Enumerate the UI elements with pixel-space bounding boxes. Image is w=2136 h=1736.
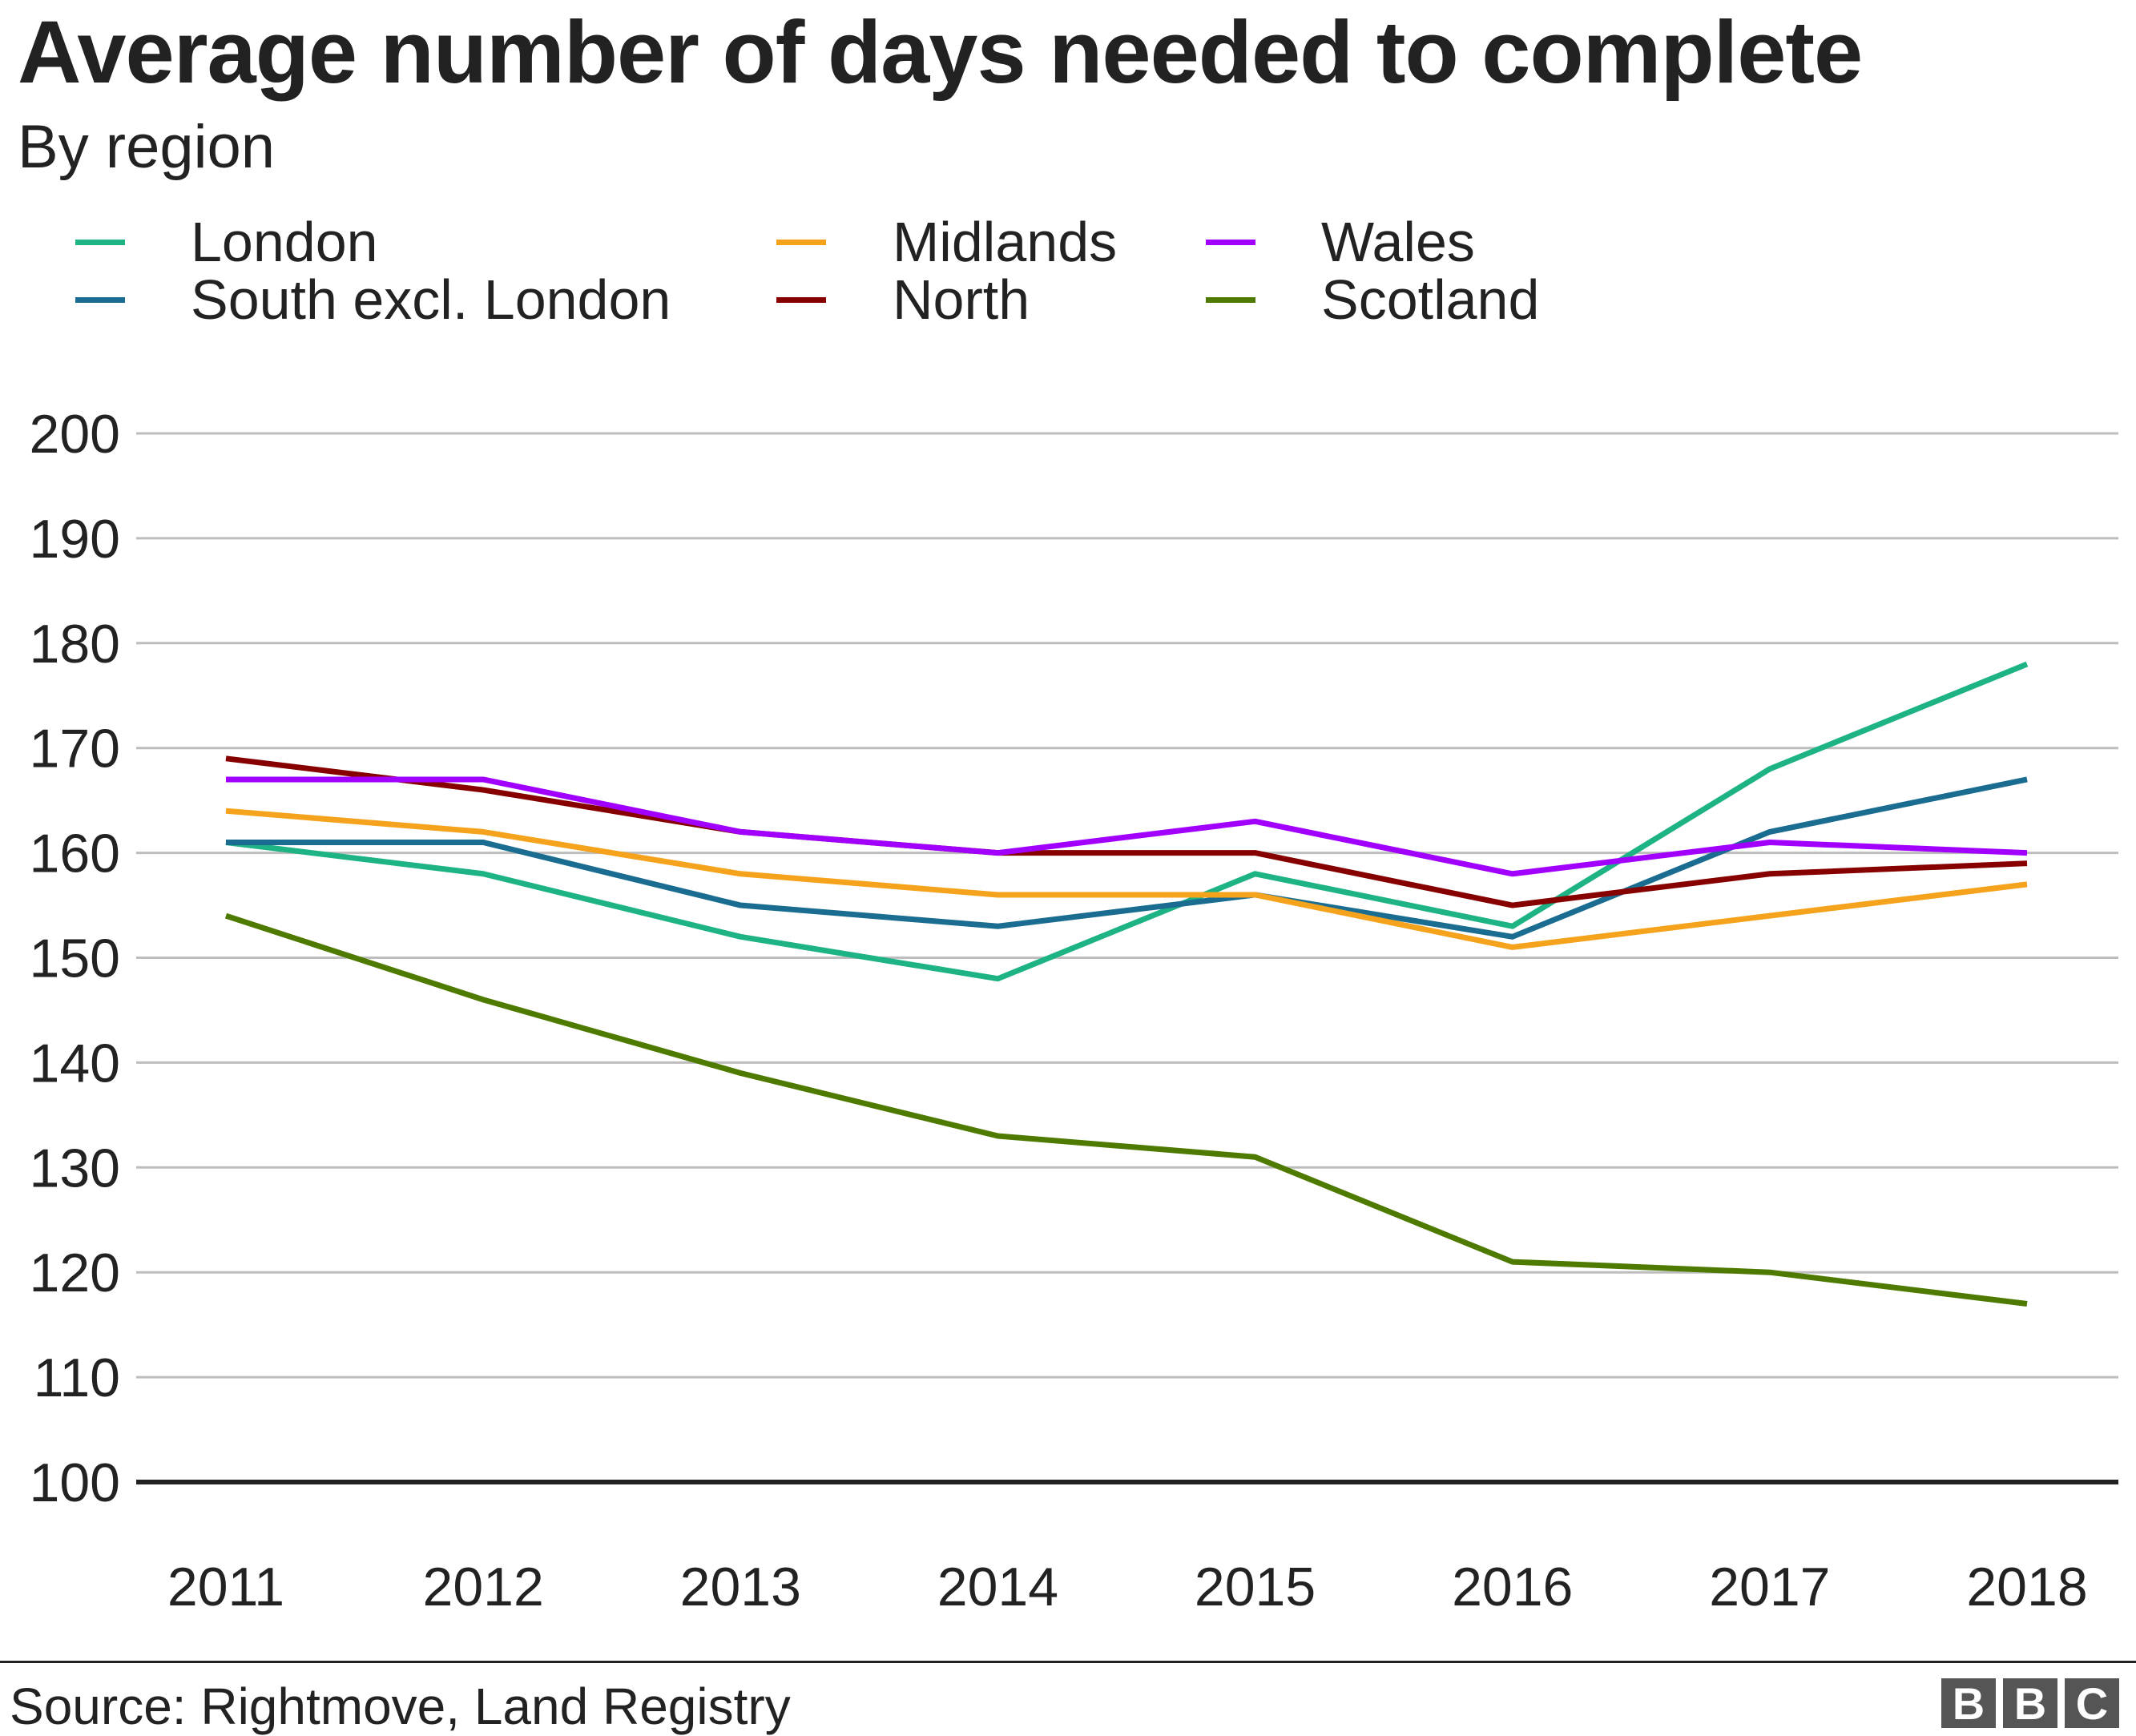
y-tick-label: 170: [30, 719, 120, 779]
y-tick-label: 100: [30, 1452, 120, 1513]
y-tick-label: 200: [30, 404, 120, 465]
y-tick-label: 140: [30, 1033, 120, 1094]
x-tick-label: 2013: [680, 1557, 801, 1617]
bbc-logo-letter: C: [2065, 1678, 2119, 1728]
x-tick-label: 2017: [1709, 1557, 1830, 1617]
series-line-london: [226, 664, 2027, 979]
y-tick-label: 160: [30, 824, 120, 884]
x-tick-label: 2014: [937, 1557, 1058, 1617]
bbc-logo-letter: B: [2003, 1678, 2057, 1728]
y-tick-label: 190: [30, 509, 120, 570]
x-tick-label: 2018: [1966, 1557, 2087, 1617]
y-tick-label: 150: [30, 928, 120, 989]
x-tick-label: 2015: [1195, 1557, 1316, 1617]
footer-divider: [0, 1661, 2136, 1663]
series-line-scotland: [226, 916, 2027, 1303]
x-tick-label: 2016: [1452, 1557, 1573, 1617]
y-tick-label: 110: [34, 1347, 120, 1408]
bbc-logo-letter: B: [1941, 1678, 1996, 1728]
x-tick-label: 2012: [423, 1557, 544, 1617]
series-line-south-excl-london: [226, 779, 2027, 936]
bbc-logo: B B C: [1941, 1678, 2119, 1728]
y-tick-label: 130: [30, 1138, 120, 1198]
x-tick-label: 2011: [167, 1557, 284, 1617]
y-tick-label: 180: [30, 614, 120, 675]
y-tick-label: 120: [30, 1243, 120, 1303]
source-note: Source: Rightmove, Land Registry: [10, 1677, 791, 1736]
